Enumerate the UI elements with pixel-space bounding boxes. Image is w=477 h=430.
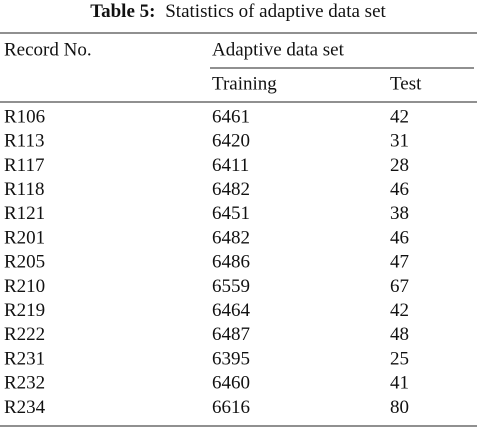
caption-text: Statistics of adaptive data set <box>165 1 386 22</box>
table-cell: 42 <box>390 300 409 321</box>
table-cell: R231 <box>4 348 45 369</box>
table-cell: R232 <box>4 373 45 394</box>
table-cell: R201 <box>4 227 45 248</box>
header-cell: Test <box>390 73 422 94</box>
table-cell: 6460 <box>212 373 250 394</box>
table-cell: R113 <box>4 131 44 152</box>
table-cell: 25 <box>390 348 409 369</box>
table-cell: 6451 <box>212 203 250 224</box>
table-cell: 46 <box>390 179 409 200</box>
table-cell: 6461 <box>212 106 250 127</box>
table-cell: R222 <box>4 324 45 345</box>
header-cell: Adaptive data set <box>212 39 345 60</box>
table-cell: 47 <box>390 252 409 273</box>
table-cell: 42 <box>390 106 409 127</box>
table-cell: 31 <box>390 131 409 152</box>
caption: Table 5: Statistics of adaptive data set <box>90 1 386 22</box>
table-cell: R234 <box>4 397 46 418</box>
table-cell: 80 <box>390 397 409 418</box>
table-cell: R117 <box>4 155 44 176</box>
table-cell: 6420 <box>212 131 250 152</box>
caption-label: Table 5: <box>90 1 155 22</box>
table-cell: 38 <box>390 203 409 224</box>
table-cell: 6487 <box>212 324 250 345</box>
table-cell: R121 <box>4 203 45 224</box>
table-cell: R205 <box>4 252 45 273</box>
table-cell: 48 <box>390 324 409 345</box>
table-cell: R118 <box>4 179 44 200</box>
table-cell: 6411 <box>212 155 249 176</box>
table-cell: 6559 <box>212 276 250 297</box>
header-cell: Record No. <box>4 39 92 60</box>
table-cell: 6464 <box>212 300 251 321</box>
table-cell: 6616 <box>212 397 250 418</box>
table-cell: 67 <box>390 276 409 297</box>
table-cell: 6482 <box>212 227 250 248</box>
table-cell: R106 <box>4 106 45 127</box>
table-cell: 6395 <box>212 348 250 369</box>
table-cell: 28 <box>390 155 409 176</box>
table-cell: R210 <box>4 276 45 297</box>
table-cell: 6482 <box>212 179 250 200</box>
table-cell: 6486 <box>212 252 250 273</box>
table-cell: 46 <box>390 227 409 248</box>
table-cell: 41 <box>390 373 409 394</box>
table-cell: R219 <box>4 300 45 321</box>
header-cell: Training <box>212 73 277 94</box>
